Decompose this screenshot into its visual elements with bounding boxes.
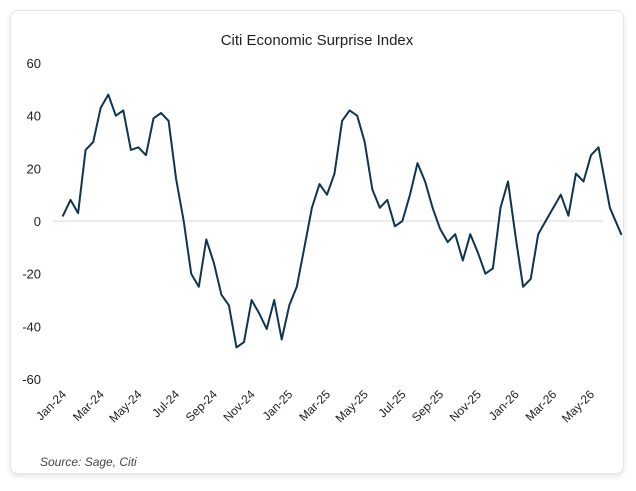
chart-svg: Citi Economic Surprise Index -60 -40 -20 0 2… — [22, 32, 623, 425]
y-tick-label: -60 — [22, 372, 41, 387]
x-tick-label: May-26 — [559, 387, 597, 425]
x-tick-label: Nov-25 — [447, 387, 484, 424]
chart-title: Citi Economic Surprise Index — [221, 32, 414, 49]
y-tick-label: 40 — [27, 109, 41, 124]
chart-card: Citi Economic Surprise Index -60 -40 -20 0 2… — [10, 10, 624, 474]
y-tick-label: -40 — [22, 319, 41, 334]
x-tick-label: Mar-25 — [296, 387, 333, 424]
x-tick-label: Sep-25 — [409, 387, 446, 424]
x-tick-label: May-25 — [333, 387, 371, 425]
series-line — [62, 93, 623, 349]
x-tick-label: May-24 — [106, 387, 144, 425]
y-tick-label: 0 — [34, 214, 41, 229]
x-tick-label: Jan-24 — [33, 387, 69, 423]
x-tick-label: Nov-24 — [220, 387, 257, 424]
x-tick-label: Sep-24 — [183, 387, 220, 424]
x-tick-label: Jul-24 — [149, 387, 182, 420]
y-tick-label: 60 — [27, 56, 41, 71]
y-tick-label: 20 — [27, 161, 41, 176]
y-tick-label: -20 — [22, 267, 41, 282]
x-tick-label: Jan-26 — [486, 387, 522, 423]
x-axis: Jan-24 Mar-24 May-24 Jul-24 Sep-24 Nov-24 Jan-… — [33, 387, 597, 425]
x-tick-label: Mar-26 — [523, 387, 560, 424]
y-axis: -60 -40 -20 0 20 40 60 — [22, 56, 41, 387]
x-tick-label: Jul-25 — [376, 387, 409, 420]
x-tick-label: Jan-25 — [260, 387, 296, 423]
x-tick-label: Mar-24 — [70, 387, 107, 424]
source-note: Source: Sage, Citi — [40, 455, 137, 469]
